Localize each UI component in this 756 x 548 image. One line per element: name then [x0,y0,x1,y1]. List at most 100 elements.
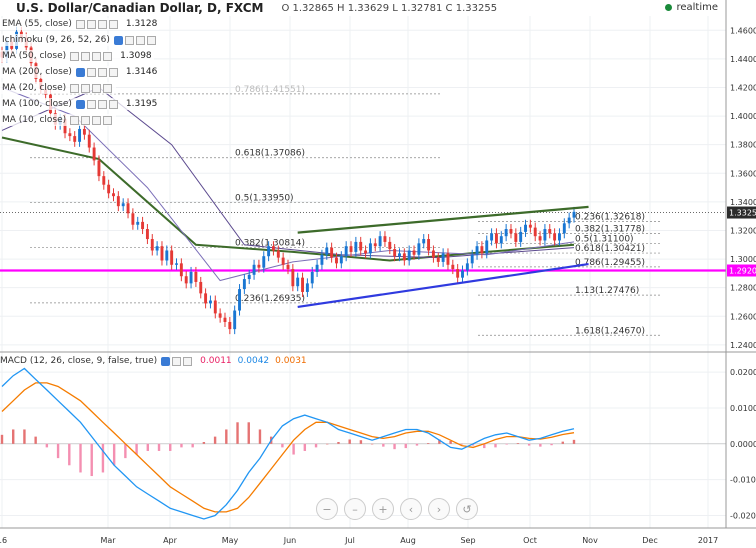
candle-body [383,236,387,242]
indicator-controls[interactable] [70,83,114,93]
indicator-row[interactable]: MA (10, close) [0,114,117,126]
candle-body [349,246,353,252]
indicator-row[interactable]: MA (100, close) 1.3195 [0,98,160,110]
settings-icon[interactable] [172,356,182,366]
indicator-controls[interactable] [70,115,114,125]
box-icon[interactable] [92,51,102,61]
settings-icon[interactable] [86,99,96,109]
zoom-out-icon[interactable]: – [344,498,366,520]
settings-icon[interactable] [86,19,96,29]
settings-icon[interactable] [81,115,91,125]
minus-icon[interactable]: − [316,498,338,520]
macd-histogram-bar [370,443,374,445]
settings-icon[interactable] [81,83,91,93]
indicator-controls[interactable] [75,67,120,77]
close-icon[interactable] [103,51,113,61]
macd-histogram-bar [45,443,49,448]
macd-histogram-bar [527,443,531,446]
candle-body [538,236,542,241]
scroll-left-icon[interactable]: ‹ [400,498,422,520]
settings-icon[interactable] [81,51,91,61]
indicator-row[interactable]: EMA (55, close) 1.3128 [0,18,160,30]
zoom-in-icon[interactable]: + [372,498,394,520]
indicator-row[interactable]: MA (50, close) 1.3098 [0,50,154,62]
macd-histogram-bar [438,439,441,444]
eye-icon[interactable] [75,99,85,109]
eye-icon[interactable] [70,51,80,61]
box-icon[interactable] [92,115,102,125]
eye-icon[interactable] [161,356,171,366]
macd-histogram-bar [281,443,284,448]
candle-body [165,250,169,261]
macd-histogram-bar [494,443,497,448]
macd-histogram-bar [112,443,116,466]
reset-icon[interactable]: ↺ [456,498,478,520]
macd-histogram-bar [146,443,150,451]
eye-icon[interactable] [70,115,80,125]
box-icon[interactable] [97,19,107,29]
candle-body [572,211,576,218]
indicator-controls[interactable] [113,35,158,45]
time-tick-label: Jun [283,536,297,545]
candle-body [170,250,174,265]
indicator-row[interactable]: MA (200, close) 1.3146 [0,66,160,78]
box-icon[interactable] [92,83,102,93]
settings-icon[interactable] [124,35,134,45]
fib-level-label: 0.382(1.31778) [575,225,645,235]
box-icon[interactable] [97,99,107,109]
eye-icon[interactable] [75,19,85,29]
candle-body [102,176,106,185]
candle-body [131,213,135,225]
candle-body [330,247,334,258]
settings-icon[interactable] [86,67,96,77]
candle-body [490,233,494,241]
chart-header: U.S. Dollar/Canadian Dollar, D, FXCM O 1… [0,0,497,16]
fib-level-label: 0.236(1.32618) [575,213,645,223]
price-tick-label: 1.38000 [730,141,756,150]
box-icon[interactable] [135,35,145,45]
candle-body [112,193,115,197]
macd-histogram-bar [202,442,206,444]
candle-body [63,118,67,134]
candle-body [78,128,82,142]
box-icon[interactable] [97,67,107,77]
indicator-controls[interactable] [75,99,120,109]
close-icon[interactable] [108,67,118,77]
close-icon[interactable] [103,115,113,125]
candle-body [422,239,426,244]
macd-histogram-bar [314,443,318,448]
eye-icon[interactable] [113,35,123,45]
close-icon[interactable] [146,35,156,45]
indicator-row[interactable]: MA (20, close) [0,82,117,94]
eye-icon[interactable] [70,83,80,93]
close-icon[interactable] [108,19,118,29]
candle-body [359,241,363,251]
close-icon[interactable] [183,356,193,366]
close-icon[interactable] [108,99,118,109]
candle-body [223,317,227,322]
indicator-controls[interactable] [75,19,120,29]
macd-histogram-bar [550,443,553,446]
candle-body [339,256,343,264]
candle-body [276,250,280,258]
macd-histogram-bar [12,429,15,444]
candle-body [126,203,130,214]
macd-hist-value: 0.0011 [200,356,232,366]
scroll-right-icon[interactable]: › [428,498,450,520]
price-tick-label: 1.30000 [730,255,756,264]
candle-body [519,231,523,242]
close-icon[interactable] [103,83,113,93]
indicator-row[interactable]: Ichimoku (9, 26, 52, 26) [0,34,160,46]
candle-body [121,203,125,207]
indicator-controls[interactable] [70,51,114,61]
candle-body [141,221,145,230]
candle-body [354,241,358,252]
eye-icon[interactable] [75,67,85,77]
candle-body [509,229,513,234]
candle-body [247,274,251,280]
candle-body [431,250,435,258]
current-price-badge: 1.33255 [729,209,756,218]
candle-body [528,224,532,228]
macd-controls[interactable] [161,356,194,366]
macd-histogram-bar [68,443,71,466]
